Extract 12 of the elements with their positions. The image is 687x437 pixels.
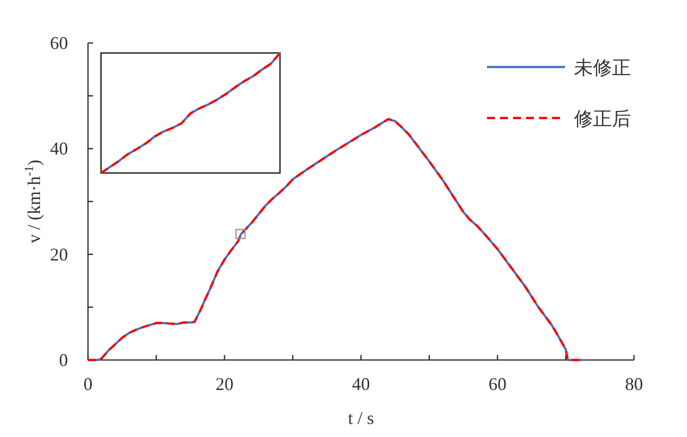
x-tick-label: 80 <box>625 374 643 394</box>
x-tick-label: 20 <box>216 374 234 394</box>
legend-label: 修正后 <box>574 109 631 130</box>
y-tick-label: 0 <box>59 350 68 370</box>
x-tick-label: 40 <box>352 374 370 394</box>
x-tick-label: 0 <box>84 374 92 394</box>
y-tick-label: 20 <box>50 244 68 264</box>
y-tick-label: 40 <box>50 138 68 159</box>
y-tick-label: 60 <box>50 33 68 53</box>
x-tick-label: 60 <box>488 374 506 394</box>
x-axis-title: t / s <box>348 408 374 428</box>
legend-label: 未修正 <box>574 58 631 79</box>
